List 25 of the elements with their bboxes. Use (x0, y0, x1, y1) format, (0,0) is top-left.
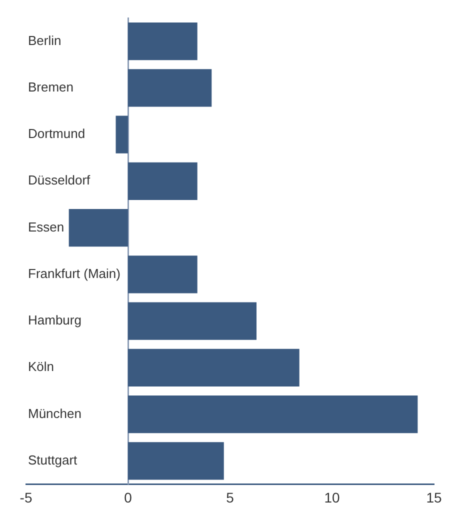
y-tick-label: Frankfurt (Main) (28, 266, 120, 281)
x-tick-label: 10 (324, 489, 340, 506)
y-tick-label: Essen (28, 219, 64, 234)
y-tick-label: München (28, 406, 82, 421)
bar (128, 302, 257, 340)
bar (128, 162, 198, 200)
bar (68, 208, 128, 247)
y-tick-label: Düsseldorf (28, 172, 91, 188)
x-tick-label: -5 (20, 489, 32, 506)
bar (128, 395, 418, 434)
bar (128, 22, 198, 60)
y-tick-label: Hamburg (28, 312, 82, 328)
bar (128, 442, 224, 480)
bar (128, 256, 198, 294)
y-tick-label: Köln (28, 359, 54, 374)
y-tick-label: Dortmund (28, 126, 86, 142)
x-tick-label: 0 (124, 489, 132, 506)
y-tick-label: Stuttgart (28, 452, 78, 468)
x-tick-label: 15 (426, 489, 442, 506)
bar (128, 348, 300, 386)
y-tick-label: Berlin (28, 32, 62, 48)
x-tick-label: 5 (226, 489, 234, 506)
bar (116, 116, 128, 154)
bar (128, 69, 212, 107)
y-tick-label: Bremen (28, 80, 74, 95)
